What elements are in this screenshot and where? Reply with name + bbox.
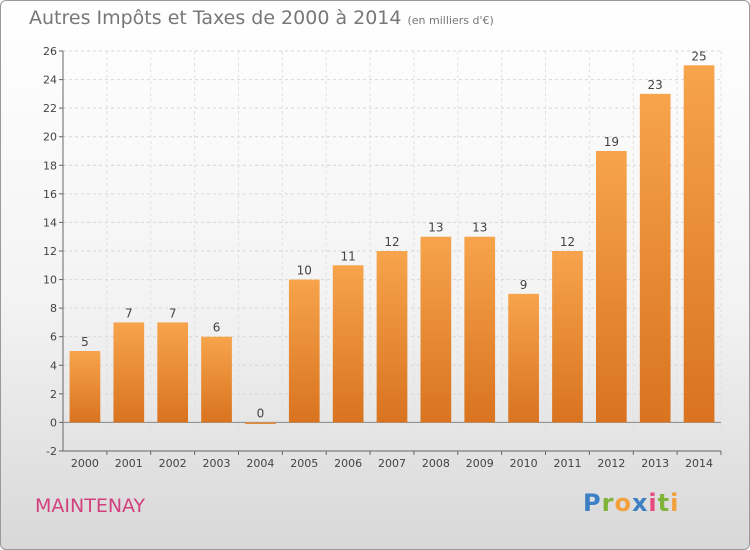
x-tick-label: 2001	[115, 457, 143, 470]
chart-title: Autres Impôts et Taxes de 2000 à 2014 (en…	[29, 7, 494, 29]
bar-2008	[420, 236, 452, 423]
x-tick-label: 2003	[203, 457, 231, 470]
bar-value-label: 25	[691, 49, 706, 63]
y-tick-label: 24	[43, 74, 57, 87]
y-tick-label: 16	[43, 188, 57, 201]
bar-value-label: 12	[384, 235, 399, 249]
x-tick-label: 2010	[510, 457, 538, 470]
bar-2012	[595, 151, 627, 423]
y-tick-label: 14	[43, 216, 57, 229]
bar-value-label: 19	[604, 135, 619, 149]
x-tick-label: 2005	[290, 457, 318, 470]
bar-value-label: 9	[520, 278, 528, 292]
bar-2010	[508, 293, 539, 423]
y-tick-label: 6	[50, 331, 57, 344]
bar-2009	[464, 236, 496, 423]
y-tick-label: 22	[43, 102, 57, 115]
bar-2005	[288, 279, 320, 423]
y-tick-label: 8	[50, 302, 57, 315]
x-tick-label: 2012	[597, 457, 625, 470]
value-labels: 5 7 7 6 0 10 11 12 13 13 9 12 19 23 25	[81, 49, 707, 420]
logo-letter: o	[614, 489, 632, 517]
x-tick-label: 2014	[685, 457, 713, 470]
x-tick-label: 2007	[378, 457, 406, 470]
bar-value-label: 10	[297, 264, 312, 278]
bar-value-label: 5	[81, 335, 89, 349]
bar-2001	[113, 322, 145, 423]
logo-letter: P	[583, 489, 602, 517]
bar-value-label: 7	[169, 306, 177, 320]
y-tick-label: 4	[50, 359, 57, 372]
bar-value-label: 0	[257, 406, 265, 420]
bar-value-label: 23	[648, 78, 663, 92]
x-tick-label: 2009	[466, 457, 494, 470]
bars	[69, 65, 715, 424]
bar-value-label: 13	[472, 221, 487, 235]
bar-value-label: 12	[560, 235, 575, 249]
logo-letter: i	[648, 489, 658, 517]
proxiti-logo: Proxiti	[583, 489, 679, 517]
x-tick-label: 2004	[246, 457, 274, 470]
bar-2004	[245, 422, 276, 424]
logo-letter: r	[601, 489, 615, 517]
bar-2002	[157, 322, 189, 423]
commune-name: MAINTENAY	[35, 495, 146, 517]
bar-2013	[639, 93, 671, 423]
chart-title-unit: (en milliers d'€)	[407, 14, 494, 27]
bar-2011	[552, 251, 583, 423]
bar-2006	[332, 265, 364, 423]
x-tick-label: 2013	[641, 457, 669, 470]
bar-2014	[683, 65, 715, 423]
chart-title-main: Autres Impôts et Taxes de 2000 à 2014	[29, 7, 402, 29]
y-tick-label: 0	[50, 416, 57, 429]
bar-2003	[201, 336, 232, 423]
x-tick-label: 2000	[71, 457, 99, 470]
logo-letter: x	[631, 489, 649, 517]
x-tick-label: 2006	[334, 457, 362, 470]
x-tick-label: 2002	[159, 457, 187, 470]
bar-value-label: 6	[213, 321, 221, 335]
y-tick-label: 10	[43, 274, 57, 287]
bar-value-label: 13	[428, 221, 443, 235]
x-tick-label: 2011	[553, 457, 581, 470]
bar-2000	[69, 351, 101, 423]
bar-2007	[376, 251, 408, 423]
bar-value-label: 7	[125, 306, 133, 320]
y-tick-label: 20	[43, 131, 57, 144]
bar-value-label: 11	[340, 249, 355, 263]
y-tick-label: 2	[50, 388, 57, 401]
y-tick-label: 12	[43, 245, 57, 258]
logo-letter: t	[657, 489, 671, 517]
logo-letter: i	[670, 489, 680, 517]
y-tick-label: 18	[43, 159, 57, 172]
x-tick-label: 2008	[422, 457, 450, 470]
y-tick-label: 26	[43, 45, 57, 58]
y-tick-label: -2	[46, 445, 57, 458]
